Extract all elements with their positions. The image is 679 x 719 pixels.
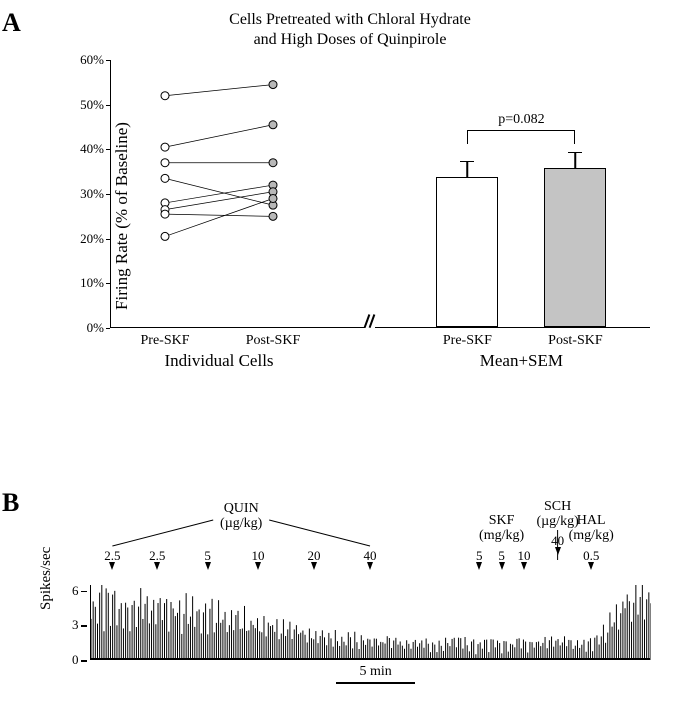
- panel-b-y-axis-label: Spikes/sec: [38, 547, 55, 610]
- panel-b-annotations: QUIN(µg/kg)SKF(mg/kg)SCH(µg/kg)HAL(mg/kg…: [90, 500, 650, 572]
- panel-a-y-tick: 30%: [80, 186, 104, 202]
- panel-b-y-tick: 6: [72, 583, 79, 599]
- panel-a-plot-area: p=0.082Pre-SKFPost-SKFPre-SKFPost-SKFInd…: [110, 60, 650, 328]
- drug-label: HAL(mg/kg): [569, 514, 614, 543]
- panel-b-y-tick: 3: [72, 617, 79, 633]
- injection-arrow-icon: [588, 562, 594, 570]
- panel-b-y-tick: 0: [72, 652, 79, 668]
- injection-arrow-icon: [255, 562, 261, 570]
- injection-arrow-icon: [109, 562, 115, 570]
- panel-a-y-tick: 40%: [80, 141, 104, 157]
- injection-arrow-icon: [311, 562, 317, 570]
- panel-b-trace-area: [90, 585, 650, 660]
- x-tick-label: Post-SKF: [548, 333, 602, 349]
- panel-a-y-tick: 10%: [80, 275, 104, 291]
- panel-a: Cells Pretreated with Chloral Hydrate an…: [40, 10, 660, 390]
- pre-skf-bar: [436, 177, 498, 327]
- injection-arrow-icon: [555, 547, 561, 555]
- scale-bar-label: 5 min: [359, 664, 391, 680]
- injection-arrow-icon: [499, 562, 505, 570]
- drug-label: QUIN(µg/kg): [220, 502, 262, 531]
- injection-arrow-icon: [521, 562, 527, 570]
- x-tick-label: Post-SKF: [246, 333, 300, 349]
- drug-label: SKF(mg/kg): [479, 514, 524, 543]
- panel-b-label: B: [2, 488, 19, 518]
- injection-arrow-icon: [205, 562, 211, 570]
- spike-trace: [91, 585, 651, 660]
- panel-a-y-tick: 50%: [80, 97, 104, 113]
- injection-arrow-icon: [154, 562, 160, 570]
- panel-a-title-line1: Cells Pretreated with Chloral Hydrate: [229, 11, 471, 28]
- scale-bar: [336, 682, 414, 684]
- x-group-label: Individual Cells: [164, 351, 273, 371]
- x-group-label: Mean+SEM: [480, 351, 563, 371]
- panel-b: Spikes/sec QUIN(µg/kg)SKF(mg/kg)SCH(µg/k…: [30, 500, 660, 710]
- x-tick-label: Pre-SKF: [140, 333, 189, 349]
- post-skf-bar: [544, 168, 606, 327]
- panel-a-y-ticks: 0%10%20%30%40%50%60%: [66, 60, 106, 328]
- panel-a-y-tick: 0%: [87, 320, 104, 336]
- injection-arrow-icon: [476, 562, 482, 570]
- panel-a-y-tick: 20%: [80, 231, 104, 247]
- p-value-label: p=0.082: [498, 112, 544, 128]
- panel-a-y-tick: 60%: [80, 52, 104, 68]
- panel-a-label: A: [2, 8, 21, 38]
- panel-a-plot: Firing Rate (% of Baseline) 0%10%20%30%4…: [40, 42, 660, 390]
- injection-arrow-icon: [367, 562, 373, 570]
- p-value-bracket: [467, 130, 575, 144]
- x-tick-label: Pre-SKF: [443, 333, 492, 349]
